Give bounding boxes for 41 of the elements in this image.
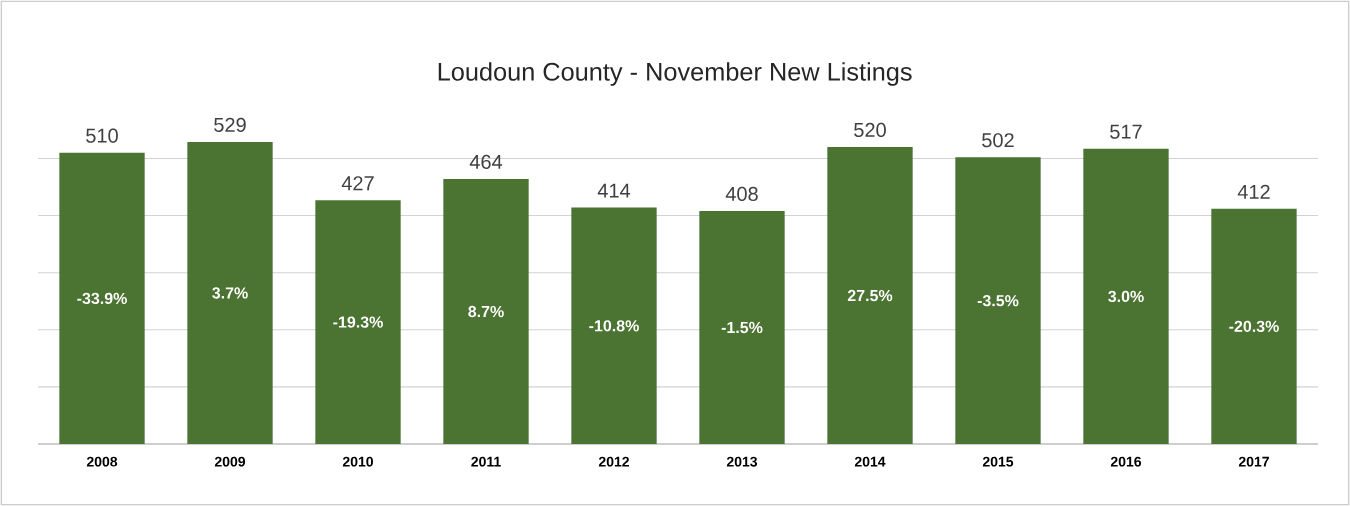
- data-label: 529: [214, 117, 246, 132]
- annotation: -3.5%: [977, 295, 1019, 307]
- x-tick-label: 2012: [598, 456, 629, 467]
- bar: [827, 147, 913, 444]
- x-tick-label: 2017: [1238, 456, 1269, 467]
- bar: [955, 157, 1041, 444]
- data-label: 510: [86, 128, 118, 143]
- annotation: 27.5%: [847, 289, 893, 302]
- x-tick-label: 2014: [854, 456, 886, 467]
- annotation: 8.7%: [468, 305, 504, 318]
- data-label: 408: [725, 186, 758, 201]
- data-label: 412: [1237, 184, 1270, 199]
- chart-title: Loudoun County - November New Listings: [438, 62, 912, 86]
- annotation: 3.7%: [212, 287, 248, 299]
- data-label: 427: [341, 176, 374, 191]
- x-tick-label: 2009: [214, 456, 246, 467]
- x-tick-label: 2016: [1110, 456, 1142, 467]
- bar: [1083, 148, 1169, 444]
- bar: [59, 152, 145, 444]
- x-tick-label: 2015: [982, 456, 1014, 467]
- data-label: 520: [854, 122, 886, 138]
- annotation: -20.3%: [1229, 320, 1279, 333]
- x-tick-label: 2011: [471, 456, 501, 467]
- bar: [443, 179, 529, 444]
- annotation: -10.8%: [589, 320, 639, 332]
- annotation: -19.3%: [333, 316, 383, 328]
- annotation: 3.0%: [1108, 290, 1144, 303]
- annotation: -33.9%: [77, 292, 127, 305]
- x-tick-label: 2013: [726, 456, 758, 467]
- bar: [571, 207, 657, 444]
- bar: [1211, 208, 1297, 444]
- x-tick-label: 2008: [86, 456, 118, 467]
- data-label: 464: [469, 154, 503, 169]
- bar: [187, 141, 273, 444]
- bar: [699, 211, 785, 444]
- annotation: -1.5%: [721, 321, 763, 334]
- bar: [315, 200, 401, 444]
- data-label: 414: [597, 183, 631, 198]
- data-label: 517: [1110, 124, 1142, 139]
- data-label: 502: [982, 133, 1014, 148]
- x-tick-label: 2010: [342, 456, 373, 467]
